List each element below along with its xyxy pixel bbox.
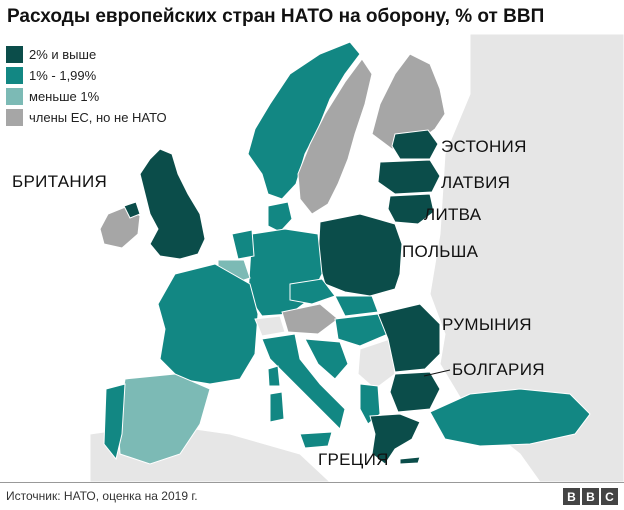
country-lithuania [387, 193, 435, 225]
country-france-corsica [267, 365, 281, 387]
label-estonia: ЭСТОНИЯ [441, 137, 527, 156]
country-italy-sardinia [269, 391, 285, 423]
legend-item: меньше 1% [6, 86, 167, 107]
country-italy-sicily [299, 431, 333, 449]
map-title: Расходы европейских стран НАТО на оборон… [7, 6, 545, 27]
country-switzerland [254, 315, 286, 337]
legend-label: члены ЕС, но не НАТО [29, 110, 167, 125]
country-norway [247, 41, 361, 200]
country-hungary [334, 313, 389, 347]
label-romania: РУМЫНИЯ [442, 315, 532, 334]
country-netherlands [231, 229, 255, 260]
legend-label: меньше 1% [29, 89, 100, 104]
source-note: Источник: НАТО, оценка на 2019 г. [6, 489, 198, 503]
country-britain [139, 148, 206, 260]
country-poland [317, 213, 403, 297]
country-croatia [304, 338, 349, 380]
legend-item: члены ЕС, но не НАТО [6, 107, 167, 128]
country-slovakia [334, 295, 379, 317]
legend-label: 2% и выше [29, 47, 97, 62]
legend-swatch [6, 67, 23, 84]
bbc-logo-letter: B [563, 488, 580, 505]
country-serbia [357, 338, 396, 390]
bbc-logo-letter: B [582, 488, 599, 505]
country-italy [261, 333, 346, 430]
country-turkey [429, 388, 591, 447]
country-denmark [267, 201, 293, 233]
country-austria [281, 303, 339, 335]
country-estonia [391, 129, 439, 160]
label-poland: ПОЛЬША [402, 242, 479, 261]
country-romania [377, 303, 441, 373]
label-greece: ГРЕЦИЯ [318, 450, 389, 469]
legend-swatch [6, 88, 23, 105]
legend-item: 2% и выше [6, 44, 167, 65]
legend: 2% и выше 1% - 1,99% меньше 1% члены ЕС,… [6, 44, 167, 128]
country-czechia [289, 278, 336, 305]
legend-swatch [6, 109, 23, 126]
legend-label: 1% - 1,99% [29, 68, 97, 83]
europe-map [89, 34, 624, 482]
country-bulgaria [389, 371, 441, 413]
bbc-logo: B B C [563, 488, 618, 505]
country-northern-ireland [123, 201, 141, 219]
legend-item: 1% - 1,99% [6, 65, 167, 86]
label-bulgaria: БОЛГАРИЯ [452, 360, 545, 379]
country-portugal [103, 383, 126, 461]
country-greece [369, 413, 421, 465]
label-lithuania: ЛИТВА [424, 205, 482, 224]
label-britain: БРИТАНИЯ [12, 172, 108, 191]
country-latvia [377, 159, 441, 195]
label-latvia: ЛАТВИЯ [441, 173, 511, 192]
legend-swatch [6, 46, 23, 63]
bbc-logo-letter: C [601, 488, 618, 505]
country-sweden [297, 58, 373, 215]
land-east [429, 34, 624, 482]
country-greece-crete [399, 456, 421, 465]
footer-divider [0, 482, 624, 483]
country-france [157, 263, 259, 385]
